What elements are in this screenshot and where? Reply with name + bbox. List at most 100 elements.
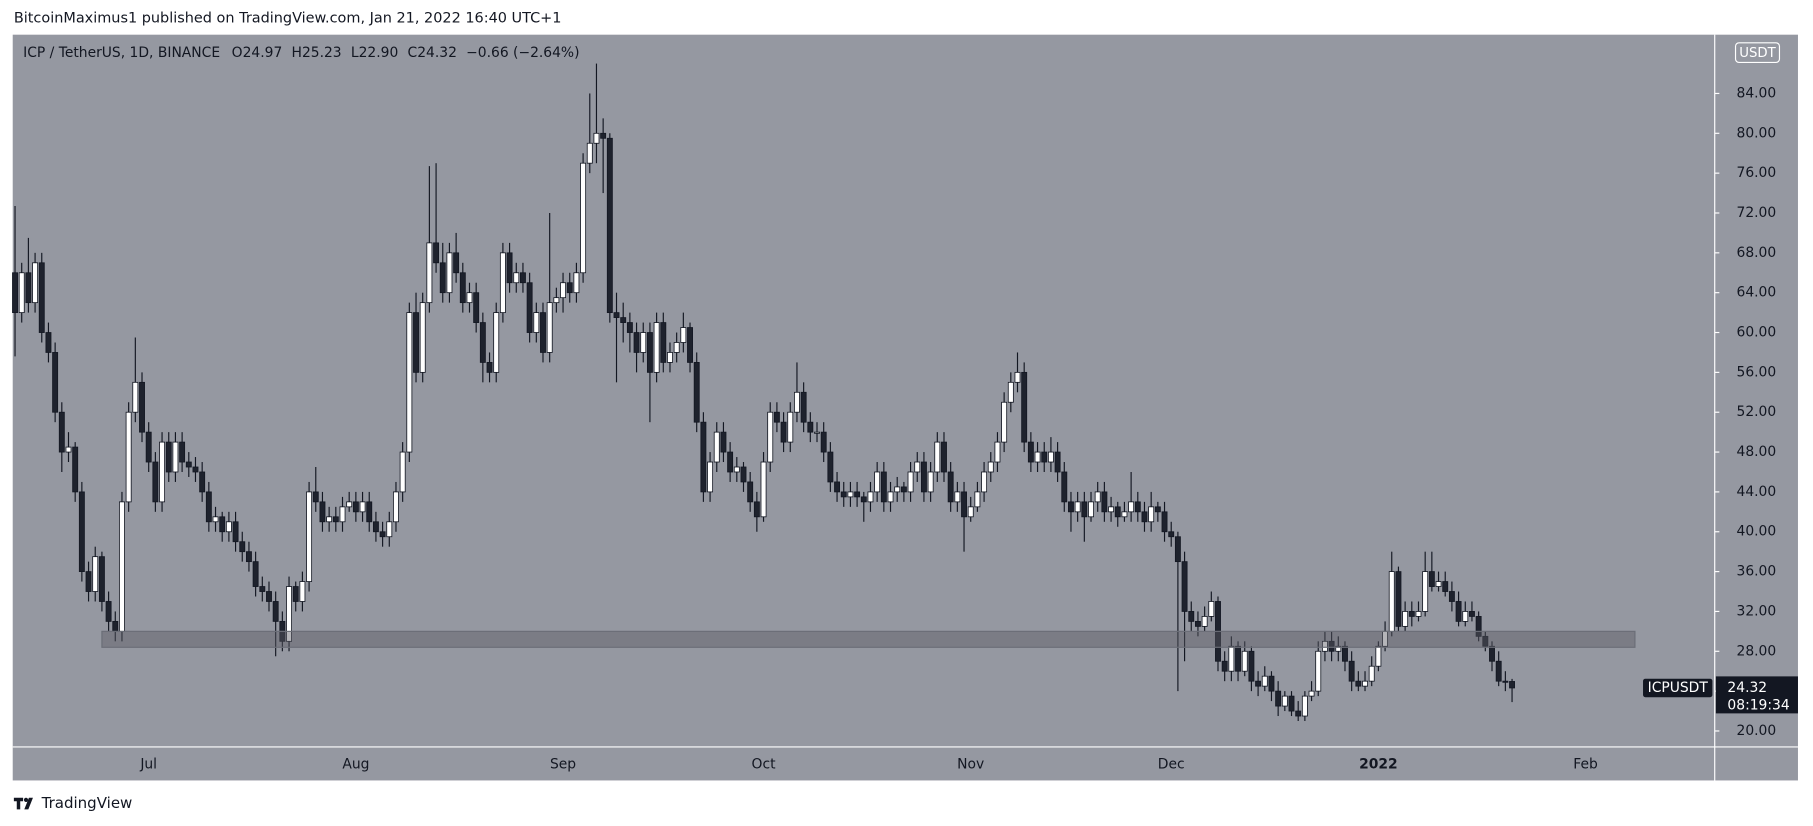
candle-body	[1068, 501, 1074, 513]
candle-body	[1194, 620, 1201, 627]
candle-body	[1054, 451, 1061, 473]
candle-body	[58, 411, 65, 453]
candle-body	[386, 521, 393, 538]
candle-body	[1321, 640, 1328, 652]
candle-body	[486, 362, 493, 373]
candle-body	[513, 272, 520, 284]
candle-body	[900, 486, 907, 493]
candle-body	[1027, 441, 1034, 463]
candle-body	[894, 486, 901, 493]
candle-body	[1415, 611, 1422, 617]
candle-body	[393, 491, 399, 523]
candle-body	[1402, 611, 1409, 627]
candle-body	[1462, 611, 1469, 622]
x-tick-label: Oct	[752, 756, 777, 772]
candle-body	[1315, 650, 1322, 692]
candle-body	[1121, 511, 1128, 518]
candle-body	[299, 581, 306, 602]
candle-body	[660, 322, 667, 363]
candle-body	[493, 312, 500, 373]
candle-body	[32, 262, 39, 304]
candle-body	[941, 441, 947, 473]
candle-body	[747, 481, 754, 503]
candle-body	[372, 521, 379, 533]
candle-body	[840, 491, 847, 498]
y-tick-label: 40.00	[1736, 524, 1776, 540]
ticker-tag	[1643, 678, 1713, 698]
candle-body	[613, 312, 620, 318]
candle-body	[1509, 681, 1515, 689]
candle-body	[152, 461, 159, 503]
candle-body	[1221, 660, 1228, 672]
candle-body	[553, 297, 560, 304]
candle-body	[526, 282, 533, 333]
candle-body	[874, 471, 881, 493]
candle-body	[780, 421, 787, 443]
candle-body	[379, 531, 386, 538]
candle-body	[18, 272, 25, 314]
candle-body	[593, 132, 600, 144]
candle-body	[520, 272, 526, 284]
candle-body	[225, 521, 232, 533]
candle-body	[920, 461, 927, 493]
candle-body	[573, 272, 580, 294]
candle-body	[1108, 506, 1115, 513]
candle-body	[1422, 571, 1429, 612]
logo	[13, 797, 33, 810]
candle-body	[1241, 650, 1248, 672]
candle-body	[466, 292, 473, 304]
candle-body	[673, 342, 680, 353]
candle-body	[272, 601, 279, 622]
candle-body	[366, 501, 373, 523]
candle-body	[1001, 401, 1008, 443]
candle-body	[1475, 616, 1482, 637]
candle-body	[620, 317, 627, 323]
candle-body	[1261, 675, 1268, 687]
y-tick-label: 56.00	[1736, 364, 1776, 380]
candle-body	[326, 516, 333, 523]
y-tick-label: 20.00	[1736, 723, 1776, 739]
plot-area	[12, 63, 1515, 722]
candle-body	[1288, 695, 1295, 712]
candle-body	[847, 491, 854, 498]
y-tick-label: 76.00	[1736, 165, 1776, 181]
candle-body	[306, 491, 313, 582]
candle-body	[707, 461, 714, 493]
candle-body	[827, 451, 834, 483]
price-label: 24.32	[1727, 680, 1767, 696]
candle-body	[1141, 511, 1148, 523]
candle-body	[1161, 511, 1168, 533]
candle-body	[359, 501, 366, 513]
legend-key: O	[232, 45, 243, 61]
candle-body	[1094, 491, 1101, 503]
countdown-label: 08:19:34	[1727, 697, 1789, 713]
candle-body	[1435, 581, 1442, 587]
candle-body	[566, 282, 573, 294]
candle-body	[1362, 680, 1368, 687]
candle-body	[212, 516, 219, 523]
candle-body	[199, 471, 206, 493]
candle-body	[1007, 381, 1014, 403]
candle-body	[332, 516, 339, 523]
candle-body	[1134, 501, 1141, 513]
candle-body	[1442, 581, 1449, 592]
candle-body	[546, 302, 553, 353]
candle-body	[640, 332, 647, 353]
candle-body	[733, 466, 740, 473]
candle-body	[1408, 611, 1415, 617]
candle-body	[1395, 571, 1402, 627]
candle-body	[1328, 640, 1335, 652]
candle-body	[713, 431, 720, 463]
candle-body	[987, 461, 994, 473]
candle-body	[252, 561, 259, 587]
candle-body	[820, 431, 827, 453]
candle-body	[600, 132, 607, 139]
candle-body	[1014, 371, 1021, 383]
candle-body	[727, 451, 734, 473]
candle-body	[1388, 571, 1395, 632]
candle-body	[1308, 690, 1315, 697]
candle-body	[580, 162, 587, 274]
candle-body	[927, 471, 934, 493]
candle-body	[139, 381, 145, 433]
candle-body	[1342, 645, 1348, 662]
